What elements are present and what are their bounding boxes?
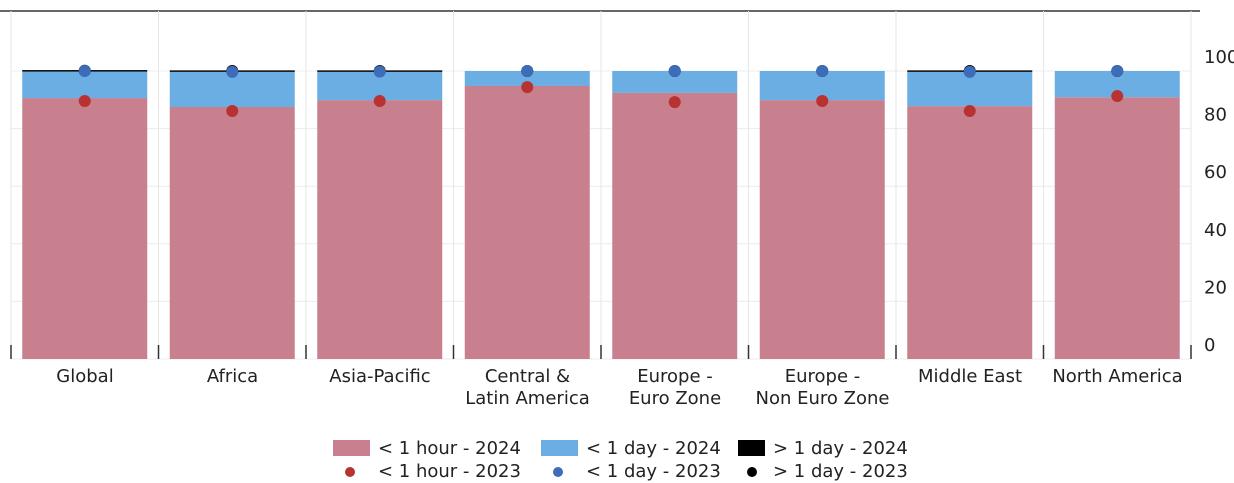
y-tick-label: 0 [1204,335,1215,356]
bar-segment [1054,97,1180,359]
bar-segment [317,100,443,359]
y-tick-label: 40 [1204,220,1227,241]
dot [226,105,239,118]
y-tick-label: 60 [1204,162,1227,183]
bar-segment [612,92,738,359]
legend-label: > 1 day - 2023 [773,461,908,482]
dot [816,65,829,77]
dot [963,65,976,78]
dot [373,65,386,78]
x-tick-label: Europe - Non Euro Zone [755,366,890,409]
dot [521,81,534,94]
x-tick-label: Asia-Pacific [329,366,431,387]
dot [816,94,829,107]
dot [668,96,681,109]
dot [668,65,681,77]
dot [78,65,91,77]
dot [963,105,976,118]
dot [373,94,386,107]
bar-segment [464,71,590,86]
x-tick-label: Global [56,366,114,387]
legend-label: < 1 day - 2023 [586,461,721,482]
dot [521,65,534,77]
dot [1111,65,1124,77]
bar-segment [22,98,148,360]
legend-dot [553,467,563,477]
x-tick-label: Central & Latin America [465,366,590,409]
dot [226,65,239,78]
legend-swatch [738,440,765,456]
y-tick-label: 80 [1204,105,1227,126]
legend-swatch [541,440,578,456]
legend-label: < 1 hour - 2023 [378,461,521,482]
dot [78,94,91,107]
bar-segment [612,71,738,93]
legend-label: < 1 day - 2024 [586,438,721,459]
bar-segment [169,107,295,359]
legend-dot [747,467,757,477]
x-tick-label: North America [1052,366,1183,387]
legend-label: < 1 hour - 2024 [378,438,521,459]
y-tick-label: 20 [1204,277,1227,298]
legend-swatch [333,440,370,456]
bar-segment [464,85,590,359]
y-tick-label: 100 [1204,47,1234,68]
dot [1111,90,1124,103]
x-tick-label: Europe - Euro Zone [628,366,722,409]
legend-label: > 1 day - 2024 [773,438,908,459]
x-tick-label: Middle East [917,366,1023,387]
bar-segment [907,106,1033,359]
bar-segment [759,100,885,359]
legend-dot [345,467,355,477]
x-tick-label: Africa [206,366,259,387]
